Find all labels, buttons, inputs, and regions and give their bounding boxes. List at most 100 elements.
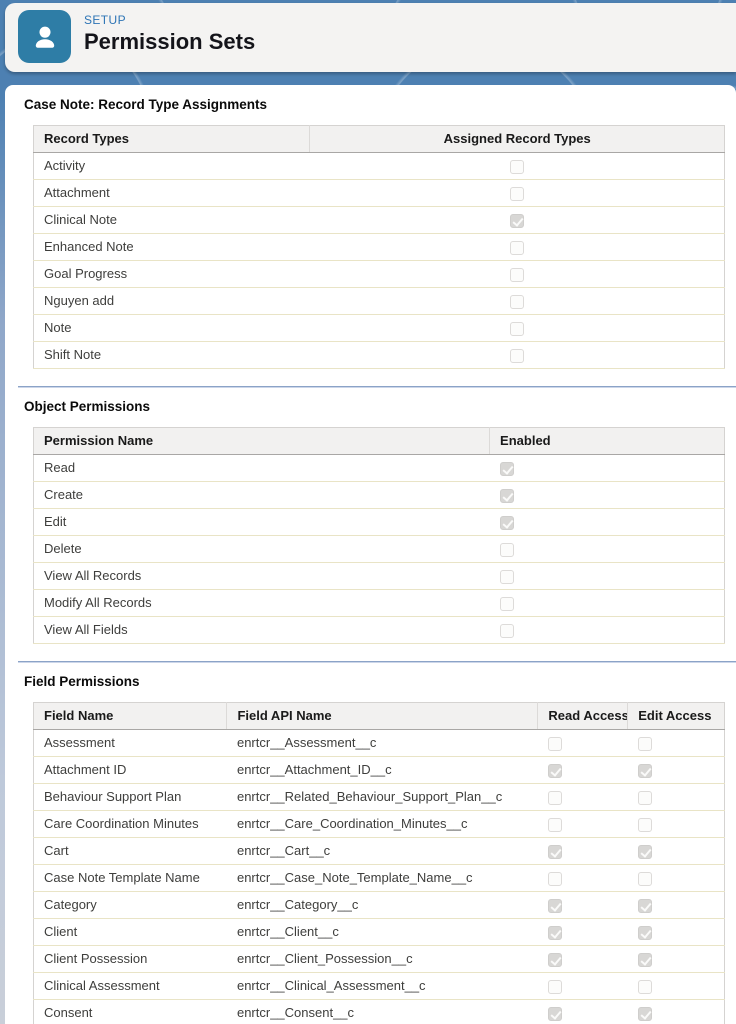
table-cell: Delete [33,535,490,563]
checkbox-checked [637,844,652,859]
table-cell: enrtcr__Care_Coordination_Minutes__c [226,810,538,838]
checkbox-checked [499,488,514,503]
table-row: Client Possession enrtcr__Client_Possessi… [33,945,725,973]
section-field-permissions: Field Permissions Field Name Field API Na… [5,674,736,1024]
checkbox-unchecked [509,321,524,336]
table-cell: Goal Progress [33,260,310,288]
field-permissions-table: Field Name Field API Name Read Access Edit … [33,702,725,1024]
checkbox-checked [547,763,562,778]
table-cell: Clinical Assessment [33,972,227,1000]
table-header-row: Permission Name Enabled [33,427,725,455]
table-row: Assessment enrtcr__Assessment__c [33,729,725,757]
section-object-permissions: Object Permissions Permission Name Enable… [5,399,736,644]
table-row: Nguyen add [33,287,725,315]
checkbox-unchecked [547,817,562,832]
column-header: Edit Access [627,702,725,730]
checkbox-unchecked [547,736,562,751]
column-header: Record Types [33,125,310,153]
checkbox-unchecked [499,623,514,638]
column-header: Field Name [33,702,227,730]
table-cell: Client [33,918,227,946]
checkbox-unchecked [547,871,562,886]
checkbox-unchecked [547,979,562,994]
user-icon [18,10,71,63]
checkbox-checked [637,925,652,940]
table-row: Behaviour Support Plan enrtcr__Related_Be… [33,783,725,811]
table-cell: Modify All Records [33,589,490,617]
checkbox-unchecked [499,542,514,557]
table-row: Care Coordination Minutes enrtcr__Care_Co… [33,810,725,838]
table-row: Clinical Assessment enrtcr__Clinical_Asse… [33,972,725,1000]
table-cell: Edit [33,508,490,536]
table-cell: enrtcr__Attachment_ID__c [226,756,538,784]
checkbox-checked [509,213,524,228]
table-header-row: Record Types Assigned Record Types [33,125,725,153]
checkbox-unchecked [637,790,652,805]
checkbox-checked [637,898,652,913]
page-title: Permission Sets [84,29,256,54]
setup-eyebrow: SETUP [84,13,127,27]
table-row: Shift Note [33,341,725,369]
table-cell: Clinical Note [33,206,310,234]
checkbox-unchecked [499,569,514,584]
table-cell: Behaviour Support Plan [33,783,227,811]
section-title-record-type-assignments: Case Note: Record Type Assignments [24,97,268,112]
checkbox-checked [637,952,652,967]
checkbox-unchecked [637,871,652,886]
table-cell: enrtcr__Case_Note_Template_Name__c [226,864,538,892]
checkbox-unchecked [509,159,524,174]
column-header: Assigned Record Types [309,125,725,153]
table-row: Client enrtcr__Client__c [33,918,725,946]
checkbox-unchecked [637,736,652,751]
table-cell: enrtcr__Clinical_Assessment__c [226,972,538,1000]
table-cell: Attachment [33,179,310,207]
table-cell: Note [33,314,310,342]
column-header: Field API Name [226,702,538,730]
table-row: Case Note Template Name enrtcr__Case_Note… [33,864,725,892]
checkbox-unchecked [637,979,652,994]
table-cell: enrtcr__Category__c [226,891,538,919]
table-row: Modify All Records [33,589,725,617]
table-cell: Category [33,891,227,919]
content-panel: Case Note: Record Type Assignments Recor… [5,85,736,1024]
setup-header-card: SETUP Permission Sets [5,3,736,72]
checkbox-unchecked [509,348,524,363]
table-row: Category enrtcr__Category__c [33,891,725,919]
table-row: Delete [33,535,725,563]
table-cell: enrtcr__Related_Behaviour_Support_Plan__… [226,783,538,811]
table-cell: enrtcr__Cart__c [226,837,538,865]
table-cell: Activity [33,152,310,180]
column-header: Read Access [537,702,628,730]
object-permissions-table-host: Permission Name Enabled Read Create Edit Dele… [33,427,725,644]
table-cell: Shift Note [33,341,310,369]
checkbox-unchecked [499,596,514,611]
table-row: Read [33,454,725,482]
table-cell: enrtcr__Client__c [226,918,538,946]
checkbox-unchecked [509,294,524,309]
table-row: Note [33,314,725,342]
table-row: View All Records [33,562,725,590]
table-cell: Assessment [33,729,227,757]
table-cell: enrtcr__Assessment__c [226,729,538,757]
checkbox-unchecked [637,817,652,832]
table-cell: Enhanced Note [33,233,310,261]
section-record-type-assignments: Case Note: Record Type Assignments Recor… [5,97,736,369]
table-row: Create [33,481,725,509]
table-row: Attachment [33,179,725,207]
table-cell: Cart [33,837,227,865]
checkbox-checked [499,461,514,476]
table-row: Cart enrtcr__Cart__c [33,837,725,865]
table-cell: Nguyen add [33,287,310,315]
checkbox-checked [547,952,562,967]
table-cell: enrtcr__Client_Possession__c [226,945,538,973]
table-cell: enrtcr__Consent__c [226,999,538,1024]
section-title-object-permissions: Object Permissions [24,399,151,414]
table-cell: View All Fields [33,616,490,644]
table-header-row: Field Name Field API Name Read Access Edit … [33,702,725,730]
table-cell: Care Coordination Minutes [33,810,227,838]
record-type-assignments-table: Record Types Assigned Record Types Activit… [33,125,725,369]
table-cell: Read [33,454,490,482]
column-header: Permission Name [33,427,490,455]
checkbox-checked [637,1006,652,1021]
checkbox-unchecked [547,790,562,805]
